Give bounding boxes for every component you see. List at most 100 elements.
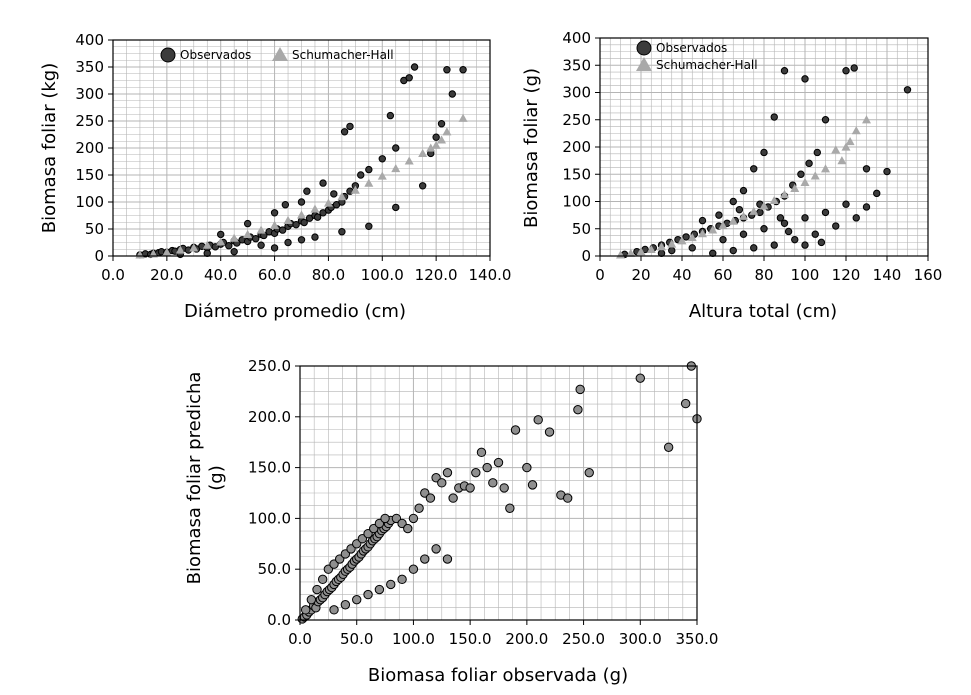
observed-point	[306, 594, 317, 605]
predicted-point	[283, 215, 293, 224]
observed-point	[739, 230, 748, 238]
chart-height-vs-foliar-biomass: 0 20 40 60 80 100 120 140 160 0 50 100 150 200 250 300…	[521, 29, 942, 322]
x-tick-label: 100.0	[392, 630, 435, 648]
y-tick-label: 50	[85, 220, 104, 238]
observed-point	[688, 244, 696, 252]
predicted-point	[175, 245, 185, 254]
observed-point	[668, 246, 676, 255]
y-tick-label: 300	[562, 84, 591, 102]
observed-point	[776, 214, 785, 222]
observed-point	[760, 225, 768, 233]
observed-point	[437, 120, 446, 128]
observed-point	[297, 198, 306, 206]
x-tick-label: 50.0	[340, 630, 373, 648]
observed-point	[270, 244, 279, 252]
observed-point	[488, 478, 498, 488]
observed-point	[663, 442, 674, 452]
observed-point	[811, 230, 819, 238]
observed-point	[862, 165, 871, 173]
observed-point	[443, 66, 451, 74]
x-tick-label: 40	[672, 266, 691, 284]
y-tick-label: 0.0	[267, 611, 291, 629]
predicted-point	[780, 189, 789, 199]
y-tick-label: 200	[562, 138, 591, 156]
observed-point	[780, 67, 789, 75]
x-tick-label: 0	[595, 266, 605, 284]
predicted-point	[350, 185, 360, 194]
predicted-point	[437, 135, 447, 144]
observed-point	[431, 544, 441, 554]
observed-point	[575, 384, 585, 395]
x-tick-label: 160	[914, 266, 943, 284]
observed-point	[330, 190, 338, 198]
predicted-point	[310, 204, 320, 213]
predicted-point	[821, 164, 830, 173]
observed-point	[801, 75, 809, 83]
observed-point	[573, 404, 583, 415]
plot-frame	[299, 365, 698, 621]
observed-point	[801, 241, 809, 249]
y-tick-label: 250	[562, 111, 591, 129]
observed-point	[760, 148, 768, 157]
observed-point	[243, 219, 252, 228]
observed-point	[252, 235, 260, 243]
y-tick-label: 100	[75, 193, 104, 211]
observed-point	[418, 182, 427, 190]
predicted-point	[739, 211, 748, 220]
observed-point	[750, 165, 758, 173]
x-tick-label: 100	[791, 266, 820, 284]
observed-point	[719, 235, 727, 244]
legend-triangle-icon	[636, 57, 652, 71]
predicted-point	[667, 239, 677, 248]
predicted-point	[418, 148, 428, 157]
observed-point	[729, 197, 737, 206]
plot-frame	[112, 39, 491, 257]
observed-point	[739, 186, 748, 195]
observed-point	[715, 211, 723, 219]
predicted-point	[698, 229, 707, 238]
observed-point	[386, 579, 396, 590]
predicted-point	[718, 220, 728, 230]
x-tick-label: 80.0	[312, 266, 345, 284]
observed-point	[813, 148, 821, 157]
observed-point	[425, 493, 436, 503]
x-axis-label: Diámetro promedio (cm)	[184, 301, 406, 322]
predicted-point	[202, 240, 212, 249]
observed-point	[801, 214, 809, 222]
observed-point	[378, 155, 386, 163]
observed-point	[821, 116, 830, 124]
observed-point	[805, 159, 813, 168]
observed-point	[635, 373, 645, 383]
chart-diameter-vs-foliar-biomass: 0.0 20.0 40.0 60.0 80.0 100.0 120.0 140.0 0 50 10…	[39, 31, 511, 322]
predicted-point	[831, 145, 841, 154]
observed-point	[852, 214, 860, 222]
observed-point	[821, 208, 830, 217]
predicted-point	[687, 232, 697, 242]
observed-point	[281, 201, 290, 209]
observed-point	[432, 133, 440, 141]
observed-point	[465, 483, 475, 493]
observed-point	[278, 226, 287, 234]
legend-label: Observados	[656, 41, 727, 55]
y-tick-label: 200.0	[248, 408, 291, 426]
x-tick-label: 20	[631, 266, 650, 284]
observed-point	[414, 503, 424, 513]
observed-point	[270, 209, 279, 217]
y-tick-label: 0	[94, 247, 104, 265]
y-tick-label: 0	[581, 247, 591, 265]
predicted-point	[845, 137, 855, 146]
y-tick-label: 400	[562, 29, 591, 47]
predicted-point	[216, 237, 226, 246]
observed-point	[420, 554, 430, 564]
observed-point	[522, 462, 532, 473]
observed-point	[230, 247, 238, 256]
observed-point	[340, 128, 349, 136]
observed-point	[770, 241, 778, 249]
observed-point	[365, 222, 373, 231]
observed-point	[338, 228, 346, 236]
legend-circle-icon	[636, 40, 652, 56]
observed-point	[300, 605, 311, 615]
predicted-point	[636, 247, 646, 256]
observed-point	[312, 584, 322, 595]
